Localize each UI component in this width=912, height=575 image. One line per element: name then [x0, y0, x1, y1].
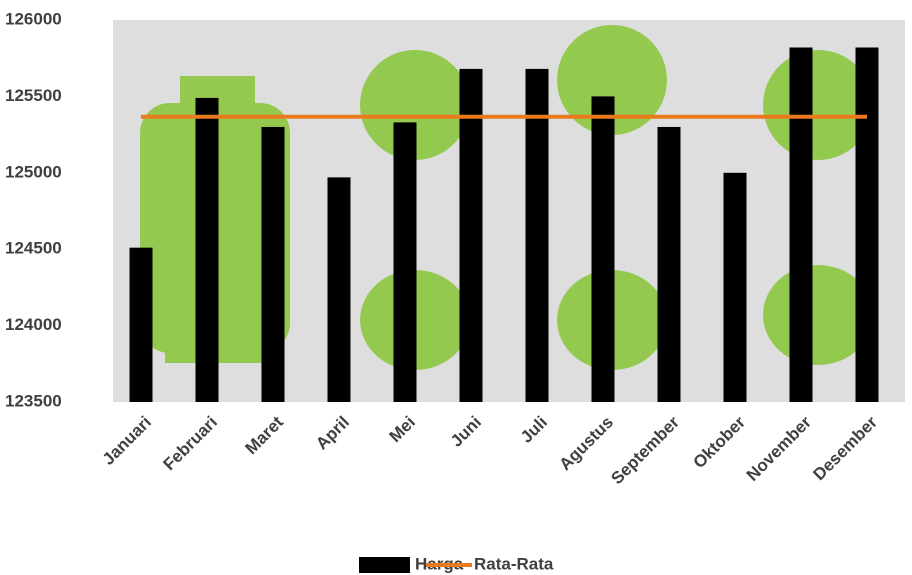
- x-tick-label: Februari: [159, 413, 221, 475]
- x-tick-label: Oktober: [689, 412, 749, 472]
- bar: [195, 97, 219, 402]
- bar: [393, 122, 417, 402]
- bar: [723, 172, 747, 402]
- bar: [129, 247, 153, 402]
- y-tick-label: 125000: [5, 162, 62, 181]
- y-tick-label: 126000: [5, 9, 62, 28]
- bar: [789, 47, 813, 403]
- x-tick-label: November: [743, 412, 815, 484]
- x-tick-label: Desember: [809, 412, 881, 484]
- x-tick-label: April: [312, 413, 353, 454]
- bar: [459, 68, 483, 403]
- mascot: [557, 25, 667, 135]
- legend-label: Rata-Rata: [474, 554, 554, 573]
- x-tick-label: September: [607, 412, 683, 488]
- bar: [261, 126, 285, 403]
- y-tick-label: 125500: [5, 86, 62, 105]
- bar: [855, 47, 879, 403]
- x-tick-label: Maret: [241, 412, 287, 458]
- x-tick-label: Juli: [517, 413, 551, 447]
- x-tick-label: Januari: [99, 413, 155, 469]
- y-tick-label: 123500: [5, 391, 62, 410]
- bar: [327, 177, 351, 402]
- y-tick-label: 124000: [5, 315, 62, 334]
- bar: [525, 68, 549, 403]
- y-tick-label: 124500: [5, 239, 62, 258]
- x-tick-label: Mei: [386, 413, 419, 446]
- x-tick-label: Agustus: [555, 413, 617, 475]
- mascot: [360, 50, 470, 160]
- legend-swatch: [359, 557, 410, 573]
- x-tick-label: Juni: [447, 413, 485, 451]
- bar: [591, 96, 615, 403]
- bar: [657, 126, 681, 403]
